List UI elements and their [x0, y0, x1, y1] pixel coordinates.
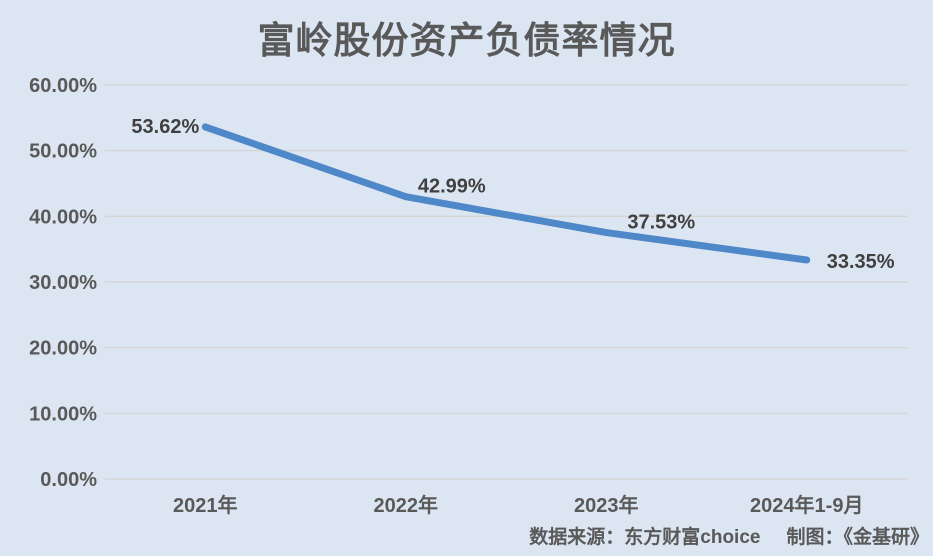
- y-axis-tick-label: 0.00%: [40, 469, 97, 491]
- x-axis-tick-label: 2024年1-9月: [750, 493, 863, 517]
- series-line: [201, 123, 811, 264]
- data-label: 53.62%: [131, 116, 199, 138]
- data-source-text: 数据来源：东方财富choice: [529, 527, 761, 548]
- chart-maker-text: 制图：《金基研》: [786, 527, 929, 548]
- data-label: 42.99%: [418, 176, 486, 198]
- x-axis-tick-label: 2023年: [574, 493, 639, 517]
- y-axis-tick-label: 20.00%: [29, 338, 97, 360]
- y-axis-tick-label: 10.00%: [29, 403, 97, 425]
- footer-credits: 数据来源：东方财富choice 制图：《金基研》: [529, 522, 929, 549]
- data-label: 37.53%: [627, 212, 695, 234]
- y-axis-tick-label: 40.00%: [29, 206, 97, 228]
- data-label: 33.35%: [827, 251, 895, 273]
- x-axis-tick-label: 2021年: [173, 493, 238, 517]
- y-axis-tick-label: 50.00%: [29, 141, 97, 163]
- y-axis-tick-label: 60.00%: [29, 75, 97, 97]
- x-axis-tick-label: 2022年: [374, 493, 439, 517]
- y-axis-tick-label: 30.00%: [29, 272, 97, 294]
- chart-title: 富岭股份资产负债率情况: [257, 20, 676, 61]
